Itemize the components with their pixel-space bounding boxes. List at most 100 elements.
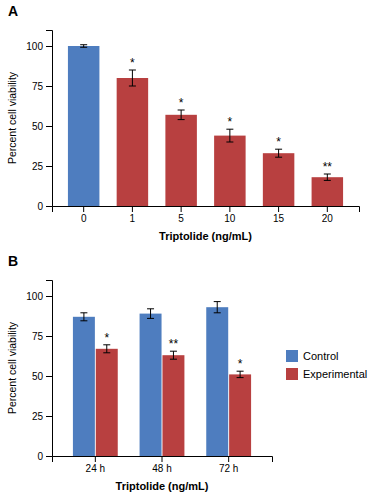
error-bar-cap <box>80 320 87 321</box>
x-axis-label: Triptolide (ng/mL) <box>159 230 252 242</box>
error-bar-stem <box>106 345 107 353</box>
x-tick-mark <box>162 456 163 462</box>
error-bar-stem <box>278 149 279 157</box>
error-bar-cap <box>275 157 282 158</box>
error-bar-stem <box>229 129 230 142</box>
panel-label: B <box>8 253 18 269</box>
error-bar <box>237 371 244 377</box>
y-tick-mark <box>46 206 52 207</box>
legend: Control Experimental <box>286 350 367 380</box>
x-tick-label: 20 <box>322 213 334 224</box>
error-bar-cap <box>324 180 331 181</box>
y-axis: 0 25 50 75 100 <box>26 31 52 212</box>
bar <box>206 307 228 456</box>
x-tick-label: 24 h <box>86 463 105 474</box>
plot-area <box>68 45 343 206</box>
legend-swatch <box>286 350 298 362</box>
y-tick-label: 75 <box>32 81 44 92</box>
bar <box>229 374 251 456</box>
x-tick-label: 5 <box>178 213 184 224</box>
x-tick-label: 48 h <box>152 463 171 474</box>
y-tick: 100 <box>26 41 52 52</box>
error-bar-cap <box>214 301 221 302</box>
y-tick-mark <box>46 336 52 337</box>
y-tick: 0 <box>37 201 52 212</box>
x-axis-line <box>53 207 360 213</box>
bar <box>214 136 245 206</box>
y-tick-label: 100 <box>26 41 43 52</box>
y-tick-mark <box>46 126 52 127</box>
y-tick-label: 50 <box>32 121 44 132</box>
y-axis-label: Percent cell viability <box>6 321 18 414</box>
y-tick-label: 25 <box>32 161 44 172</box>
x-tick: 0 <box>81 206 87 224</box>
y-tick-mark <box>46 376 52 377</box>
error-bar-cap <box>237 377 244 378</box>
error-bar <box>214 302 221 313</box>
y-axis-line <box>46 281 53 457</box>
error-bar <box>80 45 87 48</box>
x-tick-mark <box>181 206 182 212</box>
bar <box>162 355 184 456</box>
y-tick-mark <box>46 46 52 47</box>
error-bar-cap <box>147 308 154 309</box>
error-bar <box>147 309 154 319</box>
x-tick: 24 h <box>86 456 105 474</box>
annotation: * <box>104 331 109 345</box>
error-bar-stem <box>83 313 84 321</box>
x-axis-label: Triptolide (ng/mL) <box>116 480 209 492</box>
annotation: * <box>228 115 233 129</box>
error-bar-cap <box>170 359 177 360</box>
error-bar <box>129 70 136 86</box>
x-tick-label: 15 <box>273 213 285 224</box>
x-tick-mark <box>228 456 229 462</box>
error-bar-cap <box>80 44 87 45</box>
error-bar <box>80 313 87 321</box>
error-bar-cap <box>226 142 233 143</box>
bar <box>263 153 294 206</box>
y-tick: 25 <box>32 411 52 422</box>
annotation: ** <box>323 160 333 174</box>
error-bar-stem <box>150 309 151 319</box>
error-bar-cap <box>80 47 87 48</box>
x-tick-mark <box>95 456 96 462</box>
y-tick-mark <box>46 416 52 417</box>
x-tick-mark <box>229 206 230 212</box>
legend-item: Experimental <box>286 368 367 380</box>
y-tick: 50 <box>32 121 52 132</box>
annotation: ** <box>169 337 179 351</box>
x-tick-label: 10 <box>224 213 236 224</box>
error-bar-stem <box>240 371 241 377</box>
y-tick-label: 100 <box>26 291 43 302</box>
x-tick-label: 1 <box>130 213 136 224</box>
x-tick-mark <box>83 206 84 212</box>
y-tick-label: 75 <box>32 331 44 342</box>
bar <box>117 78 148 206</box>
x-tick: 1 <box>130 206 136 224</box>
error-bar-cap <box>214 312 221 313</box>
y-axis-line <box>46 31 53 207</box>
y-tick: 75 <box>32 81 52 92</box>
y-tick: 50 <box>32 371 52 382</box>
y-tick-mark <box>46 456 52 457</box>
x-tick: 48 h <box>152 456 171 474</box>
annotation: * <box>179 96 184 110</box>
annotation: * <box>130 56 135 70</box>
bar <box>312 177 343 206</box>
error-bar-cap <box>103 352 110 353</box>
error-bar-stem <box>181 110 182 120</box>
figure: ******0255075100015101520Triptolide (ng/… <box>0 0 374 500</box>
y-tick-label: 50 <box>32 371 44 382</box>
y-tick-label: 0 <box>37 201 43 212</box>
y-tick: 75 <box>32 331 52 342</box>
y-axis-label: Percent cell viability <box>6 71 18 164</box>
legend-item: Control <box>286 350 338 362</box>
x-tick-label: 72 h <box>219 463 238 474</box>
annotations: **** <box>104 331 242 371</box>
y-tick: 100 <box>26 291 52 302</box>
error-bar-cap <box>178 119 185 120</box>
x-tick-mark <box>327 206 328 212</box>
x-tick: 72 h <box>219 456 238 474</box>
y-tick: 0 <box>37 451 52 462</box>
x-tick-mark <box>132 206 133 212</box>
